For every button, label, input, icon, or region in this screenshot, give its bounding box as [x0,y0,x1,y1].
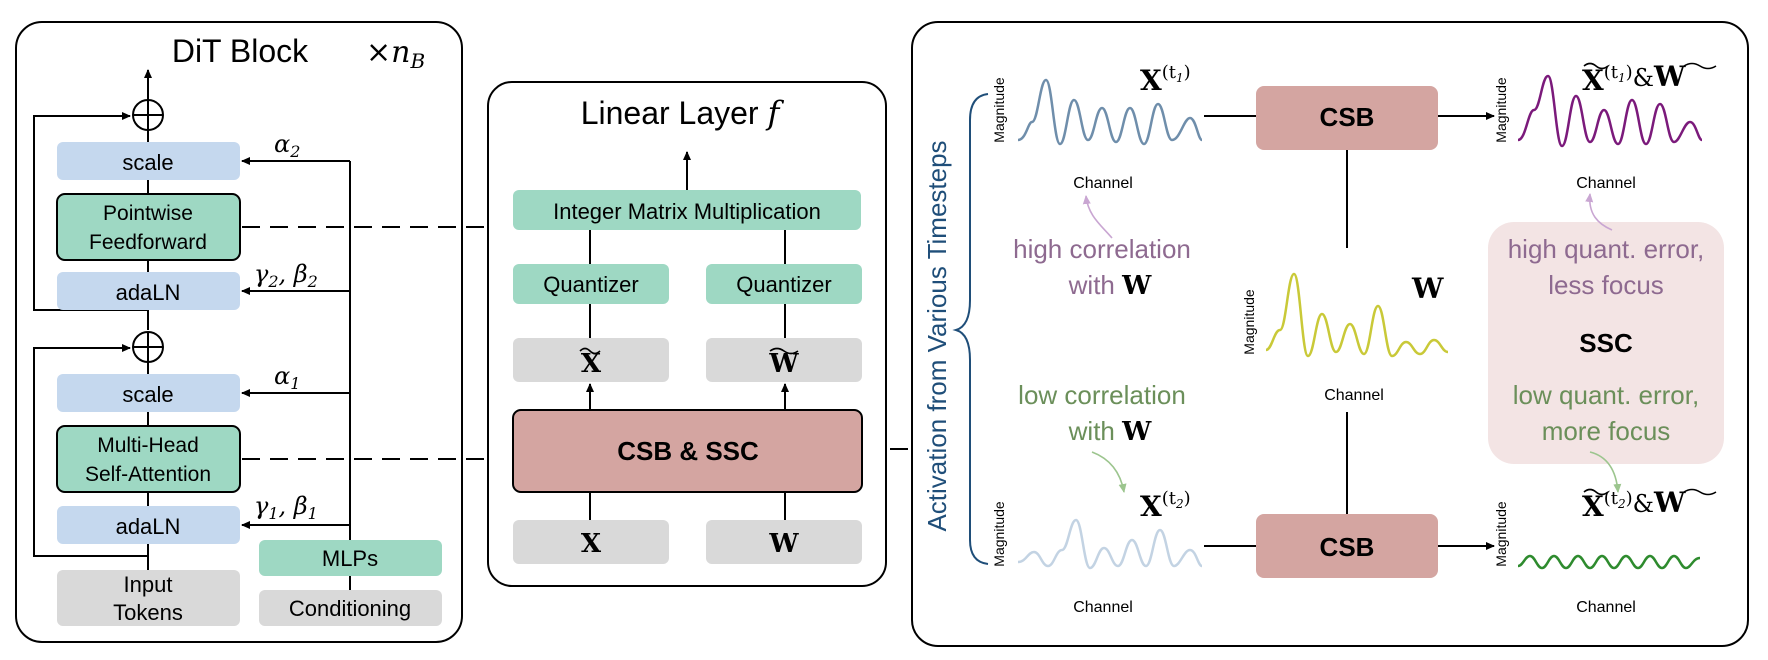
csb-box-bottom [1256,514,1438,578]
w-tilde-label: W [768,349,799,379]
linear-layer-panel: Linear Layer f Integer Matrix Multiplica… [487,81,887,587]
high-error-arrow [1585,193,1613,231]
scale-box-top [57,142,240,180]
mhsa-label-line1: Multi-Head [97,434,199,457]
pointwise-label-line1: Pointwise [103,202,193,225]
mhsa-label-line2: Self-Attention [85,463,211,486]
csb-box-top [1256,86,1438,150]
integer-matmul-box [513,190,861,230]
high-error-line2: less focus [1548,270,1664,300]
w-middle-label: W [1411,272,1444,305]
adaln-box-bottom [57,506,240,544]
alpha1-label: α1 [274,362,300,393]
ssc-box [1488,222,1724,464]
dit-block-panel: DiT Block ×nB scale Pointwise Fe [15,21,463,643]
activation-wave-t1 [1017,78,1203,146]
gamma1-beta1-label: γ1, β1 [254,492,318,523]
output-wave-t1 [1517,74,1703,148]
x-t2-label: X(t2) [1140,488,1191,523]
mlps-label: MLPs [322,546,378,571]
channel-label-w: Channel [1324,387,1384,404]
quantizer-left-label: Quantizer [543,272,638,297]
csb-ssc-box [512,409,863,493]
ssc-label: SSC [1579,328,1633,358]
conditioning-box [259,590,442,626]
csb-label-top: CSB [1320,102,1375,132]
mhsa-box [56,425,241,493]
x-tilde-box [513,338,669,382]
low-error-line2: more focus [1542,416,1671,446]
alpha2-label: α2 [274,130,300,161]
output-t1-label: X(t1)&W [1582,60,1686,97]
gamma2-beta2-label: γ2, β2 [254,260,318,291]
residual-skip-bottom [33,344,148,557]
adaln-box-top [57,272,240,310]
channel-label-t1: Channel [1073,175,1133,192]
repeat-label: ×nB [366,35,425,73]
add-circle-bottom [132,331,164,363]
adaln-label-bottom: adaLN [116,514,181,539]
low-correlation-arrow [1091,451,1127,493]
low-error-arrow [1589,451,1622,493]
add-circle-top [132,99,164,131]
x-label: X [581,529,602,559]
scale-box-bottom [57,374,240,412]
magnitude-label-out-t1: Magnitude [1493,77,1509,143]
low-error-line1: low quant. error, [1513,380,1699,410]
x-box [513,520,669,564]
input-tokens-box [57,570,240,626]
input-tokens-line1: Input [124,572,173,597]
csb-label-bottom: CSB [1320,532,1375,562]
magnitude-label-out-t2: Magnitude [1493,501,1509,567]
high-error-line1: high quant. error, [1508,234,1705,264]
x-tilde-label: X [581,349,602,379]
high-correlation-arrow [1082,195,1113,239]
quantizer-right-label: Quantizer [736,272,831,297]
high-correlation-line1: high correlation [1013,234,1191,264]
low-correlation-line1: low correlation [1018,380,1186,410]
conditioning-label: Conditioning [289,596,411,621]
scale-label-top: scale [122,150,173,175]
w-box [706,520,862,564]
quantizer-left-box [513,264,669,304]
dit-block-title: DiT Block [172,33,309,69]
scale-label-bottom: scale [122,382,173,407]
output-wave-t2 [1517,554,1701,570]
csb-ssc-detail-panel: Activation from Various Timesteps Magnit… [911,21,1749,647]
channel-label-out-t2: Channel [1576,599,1636,616]
activation-wave-t2 [1017,518,1203,570]
low-correlation-line2: with W [1068,416,1152,447]
magnitude-label-t1: Magnitude [991,77,1007,143]
input-tokens-line2: Tokens [113,600,183,625]
w-tilde-box [706,338,862,382]
integer-matmul-label: Integer Matrix Multiplication [553,199,821,224]
magnitude-label-t2: Magnitude [991,501,1007,567]
channel-label-t2: Channel [1073,599,1133,616]
w-label: W [768,529,799,559]
quantizer-right-box [706,264,862,304]
weight-wave [1265,272,1449,358]
side-label: Activation from Various Timesteps [922,140,952,531]
magnitude-label-w: Magnitude [1241,289,1257,355]
pointwise-label-line2: Feedforward [89,231,207,254]
channel-label-out-t1: Channel [1576,175,1636,192]
csb-ssc-label: CSB & SSC [617,436,759,466]
side-brace [952,93,989,565]
pointwise-feedforward-box [56,193,241,261]
mlps-box [259,540,442,576]
linear-layer-title: Linear Layer f [581,94,785,132]
x-t1-label: X(t1) [1140,62,1191,97]
high-correlation-line2: with W [1068,270,1152,301]
adaln-label-top: adaLN [116,280,181,305]
output-t2-label: X(t2)&W [1582,486,1686,523]
